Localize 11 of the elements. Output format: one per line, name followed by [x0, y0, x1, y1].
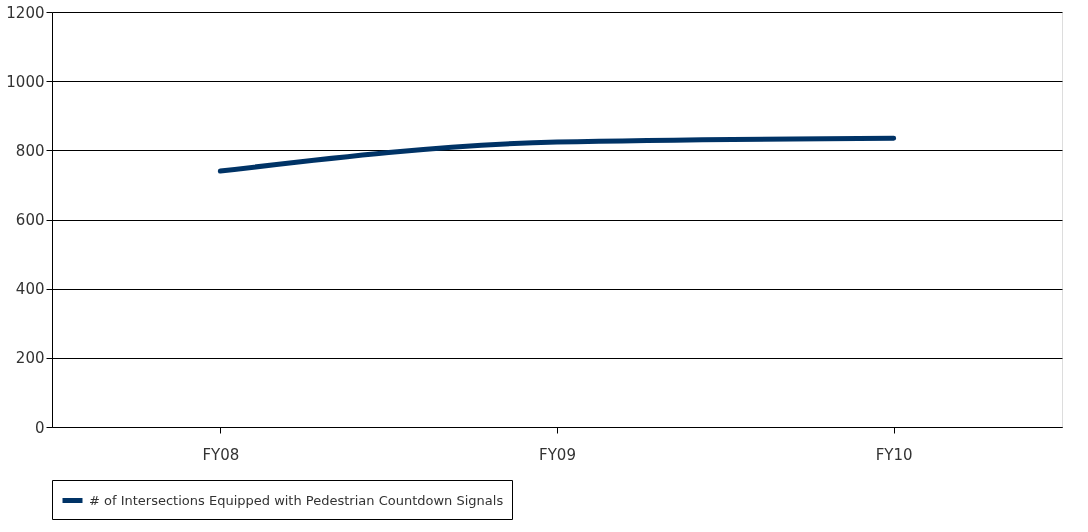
- x-tick-label: FY10: [875, 445, 913, 464]
- y-tick-label: 200: [15, 349, 45, 368]
- x-tick-label: FY08: [202, 445, 240, 464]
- y-tick-label: 800: [15, 141, 45, 160]
- y-tick-label: 1200: [6, 3, 45, 22]
- x-tick-label: FY09: [539, 445, 576, 464]
- legend-label: # of Intersections Equipped with Pedestrian Countdown Signals: [89, 492, 504, 508]
- y-tick-label: 600: [15, 211, 45, 229]
- y-tick-label: 1000: [6, 72, 45, 91]
- y-tick-label: 0: [34, 418, 45, 437]
- y-tick-label: 400: [15, 280, 45, 299]
